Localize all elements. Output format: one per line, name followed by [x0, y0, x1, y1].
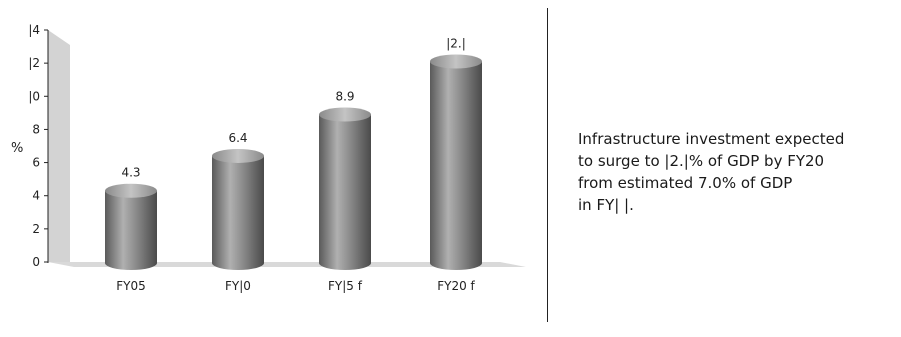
bar-top	[319, 107, 371, 122]
bar-chart: % 0 2 4 6 8 |0 |2 |4 4.3 FY05 6.4 FY|0 8.9 FY|5 f |2.…	[11, 23, 526, 293]
bar-top	[105, 183, 157, 198]
y-tick-label: |2	[28, 56, 40, 70]
bar-top	[212, 148, 264, 163]
annotation-line-1: Infrastructure investment expected	[578, 130, 845, 148]
vertical-divider	[547, 8, 548, 322]
data-label: |2.|	[446, 36, 466, 50]
annotation-text: Infrastructure investment expected to su…	[578, 128, 898, 216]
x-tick-label: FY|0	[225, 279, 251, 293]
x-tick-label: FY05	[116, 279, 146, 293]
y-tick-label: |4	[28, 23, 40, 37]
bar	[212, 155, 264, 270]
y-tick-label: 4	[32, 189, 40, 203]
floor	[48, 262, 526, 267]
y-tick-label: |0	[28, 89, 40, 103]
bar-top	[430, 54, 482, 69]
bar	[105, 190, 157, 270]
data-label: 6.4	[228, 131, 247, 145]
y-tick-label: 8	[32, 122, 40, 136]
data-label: 8.9	[335, 90, 354, 104]
annotation-line-2: to surge to |2.|% of GDP by FY20	[578, 152, 825, 170]
annotation-line-3: from estimated 7.0% of GDP	[578, 174, 793, 192]
y-axis-label: %	[11, 141, 23, 156]
y-tick-label: 0	[32, 255, 40, 269]
data-label: 4.3	[121, 166, 140, 180]
y-tick-label: 6	[32, 156, 40, 170]
bar	[319, 114, 371, 270]
bar	[430, 61, 482, 270]
annotation-line-4: in FY| |.	[578, 196, 634, 214]
x-tick-label: FY20 f	[437, 279, 475, 293]
x-tick-label: FY|5 f	[328, 279, 363, 293]
back-wall	[48, 30, 70, 262]
y-tick-label: 2	[32, 222, 40, 236]
